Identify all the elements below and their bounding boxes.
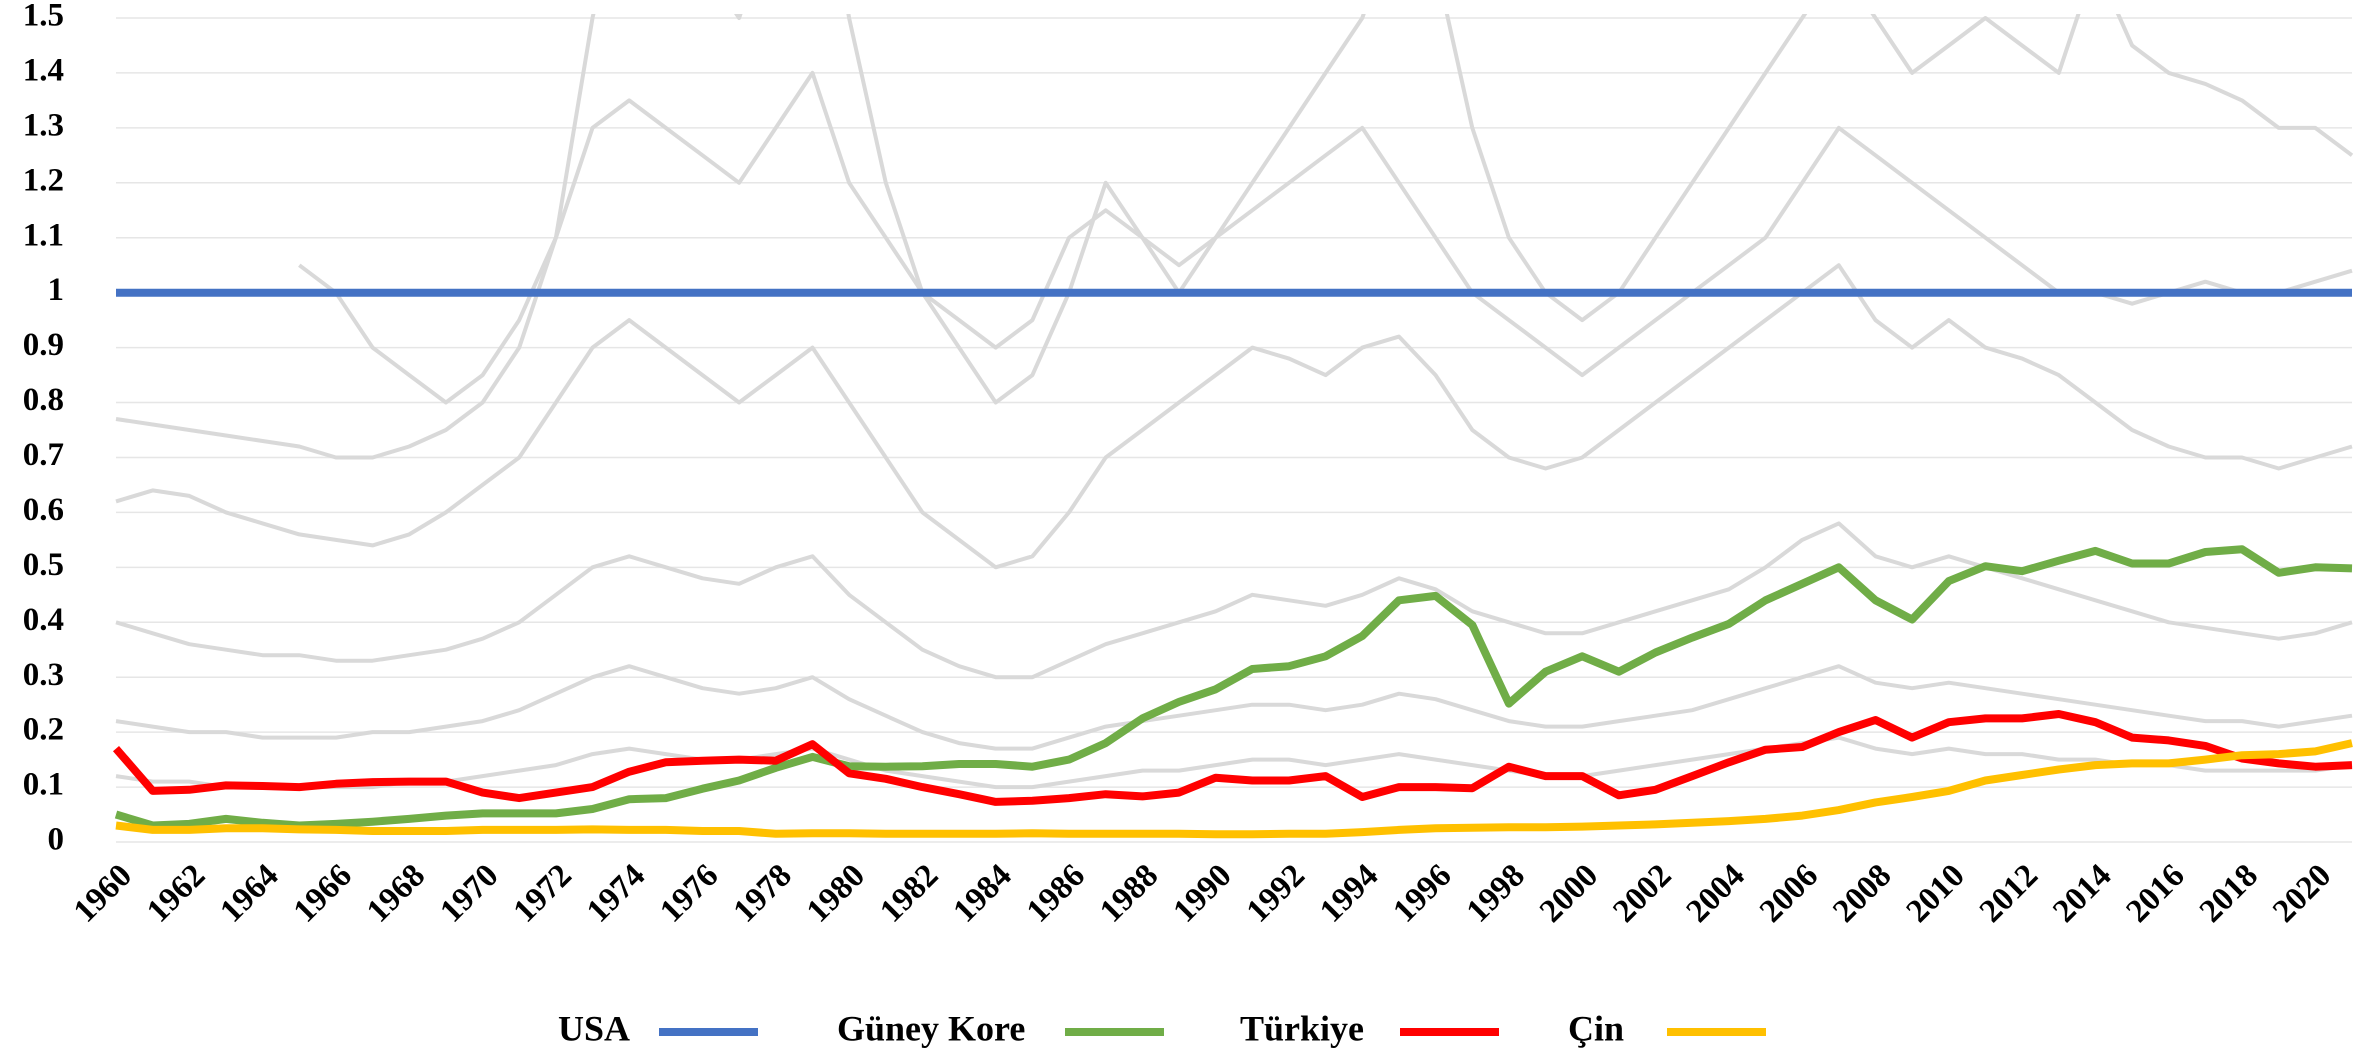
- y-tick-label: 1.5: [23, 0, 64, 34]
- legend-label: Çin: [1568, 1008, 1624, 1048]
- x-tick-label: 1990: [1167, 858, 1239, 930]
- x-tick-label: 1970: [433, 858, 505, 930]
- y-tick-label: 1.4: [23, 53, 64, 89]
- y-tick-label: 0.2: [23, 712, 64, 748]
- series-line: [112, 710, 2353, 806]
- plot-area: [112, 14, 2354, 839]
- x-tick-label: 2000: [1533, 858, 1605, 930]
- y-tick-label: 0.4: [23, 602, 64, 638]
- y-tick-label: 0.5: [23, 547, 64, 583]
- background-line: [115, 14, 2354, 460]
- x-tick-label: 1964: [214, 858, 286, 930]
- legend-label: Güney Kore: [837, 1008, 1025, 1048]
- x-tick-label: 1982: [873, 858, 945, 930]
- x-tick-label: 1966: [287, 858, 359, 930]
- y-tick-label: 0: [48, 822, 65, 858]
- y-tick-label: 1.2: [23, 162, 64, 198]
- x-tick-label: 1960: [67, 858, 139, 930]
- x-tick-label: 2020: [2266, 858, 2338, 930]
- x-tick-label: 1962: [140, 858, 212, 930]
- legend-label: Türkiye: [1240, 1008, 1364, 1048]
- x-tick-label: 1972: [507, 858, 579, 930]
- x-tick-label: 1992: [1240, 858, 1312, 930]
- background-line: [115, 521, 2353, 680]
- labels: 0 0.1 0.2 0.3 0.4 0.5 0.6 0.7 0.8 0.9 1 1.1 1.2 1.3 1.…: [23, 0, 2339, 1048]
- x-tick-label: 1998: [1460, 858, 1532, 930]
- x-tick-label: 1978: [727, 858, 799, 930]
- y-tick-label: 0.1: [23, 767, 64, 803]
- series-line: [114, 545, 2353, 830]
- x-tick-label: 1994: [1313, 858, 1385, 930]
- x-tick-label: 2010: [1900, 858, 1972, 930]
- legend-label: USA: [558, 1008, 630, 1048]
- x-tick-label: 2016: [2120, 858, 2192, 930]
- y-tick-label: 0.3: [23, 657, 64, 693]
- y-tick-label: 0.8: [23, 382, 64, 418]
- y-tick-label: 0.9: [23, 327, 64, 363]
- background-line: [298, 70, 2353, 405]
- y-tick-label: 1.3: [23, 107, 64, 143]
- series-line: [115, 739, 2353, 839]
- x-tick-label: 2018: [2193, 858, 2265, 930]
- x-tick-label: 1968: [360, 858, 432, 930]
- y-tick-label: 1: [48, 272, 65, 308]
- x-tick-label: 1996: [1386, 858, 1458, 930]
- y-tick-label: 0.7: [23, 437, 64, 473]
- x-tick-label: 1988: [1093, 858, 1165, 930]
- x-tick-label: 1974: [580, 858, 652, 930]
- background-line: [115, 263, 2353, 570]
- x-tick-label: 1976: [653, 858, 725, 930]
- x-tick-label: 2014: [2046, 858, 2118, 930]
- background-line: [115, 664, 2353, 751]
- y-tick-label: 0.6: [23, 492, 64, 528]
- x-tick-label: 2008: [1826, 858, 1898, 930]
- x-tick-label: 2004: [1680, 858, 1752, 930]
- x-tick-label: 2002: [1606, 858, 1678, 930]
- x-tick-label: 1980: [800, 858, 872, 930]
- x-tick-label: 2006: [1753, 858, 1825, 930]
- x-tick-label: 1984: [947, 858, 1019, 930]
- y-tick-label: 1.1: [23, 217, 64, 253]
- background-line: [115, 735, 2353, 790]
- x-tick-label: 2012: [1973, 858, 2045, 930]
- x-tick-label: 1986: [1020, 858, 1092, 930]
